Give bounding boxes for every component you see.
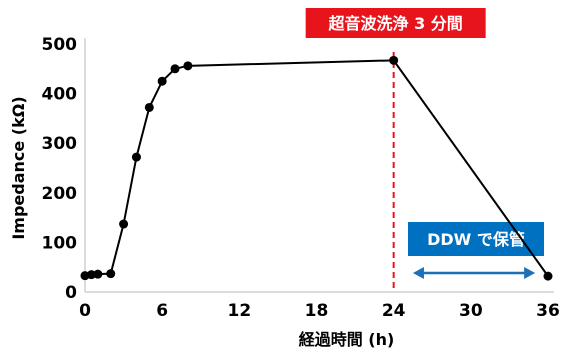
storage-annotation: DDW で保管 <box>408 222 544 279</box>
storage-arrow-left-head <box>412 267 424 279</box>
x-tick-label: 18 <box>305 301 329 321</box>
x-tick-label: 0 <box>79 301 91 321</box>
data-point <box>131 152 141 162</box>
y-tick-label: 300 <box>42 134 78 154</box>
y-tick-labels: 0 100 200 300 400 500 <box>42 35 78 303</box>
x-tick-label: 36 <box>536 301 560 321</box>
x-tick-label: 12 <box>227 301 251 321</box>
data-point <box>543 271 553 281</box>
storage-arrow-right-head <box>524 267 536 279</box>
x-tick-labels: 0 6 12 18 24 30 36 <box>79 301 560 321</box>
y-tick-label: 100 <box>42 233 78 253</box>
ultrasonic-label-box <box>305 8 486 38</box>
data-point <box>183 61 193 71</box>
data-point <box>119 219 129 229</box>
data-point <box>106 269 116 279</box>
ultrasonic-annotation: 超音波洗浄 3 分間 <box>305 8 486 292</box>
data-point <box>86 270 96 280</box>
y-tick-label: 400 <box>42 85 78 105</box>
x-axis-title: 経過時間 (h) <box>299 330 395 349</box>
data-point <box>389 55 399 65</box>
data-point <box>170 64 180 74</box>
data-point <box>144 102 154 112</box>
y-tick-label: 0 <box>65 283 77 303</box>
ultrasonic-label: 超音波洗浄 3 分間 <box>328 14 463 33</box>
x-tick-label: 24 <box>382 301 406 321</box>
storage-label: DDW で保管 <box>427 230 525 249</box>
y-tick-label: 500 <box>42 35 78 55</box>
y-axis-title: Impedance (kΩ) <box>9 96 28 239</box>
axes <box>84 38 554 293</box>
y-tick-label: 200 <box>42 184 78 204</box>
series-impedance <box>80 55 553 281</box>
x-tick-label: 30 <box>459 301 483 321</box>
x-tick-label: 6 <box>156 301 168 321</box>
data-point <box>93 269 103 279</box>
data-point <box>157 76 167 86</box>
